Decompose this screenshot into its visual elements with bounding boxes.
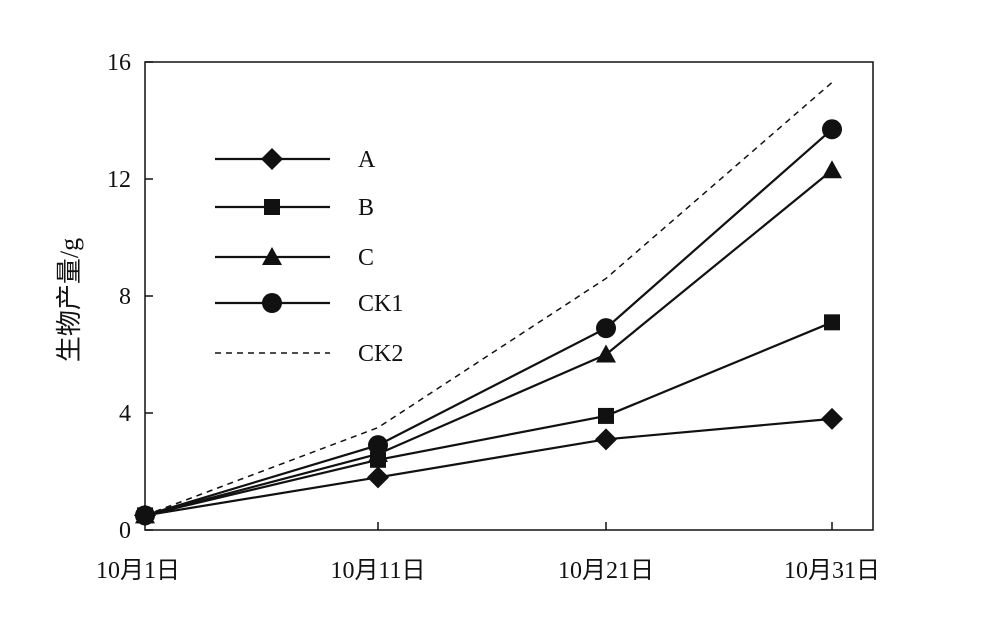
point-a-2 bbox=[595, 428, 617, 451]
legend-marker-c bbox=[262, 247, 282, 265]
legend-marker-a bbox=[261, 148, 283, 170]
series-ck2 bbox=[144, 81, 833, 517]
point-ck1-3 bbox=[822, 119, 842, 140]
point-a-1 bbox=[367, 466, 389, 489]
y-tick-label-12: 12 bbox=[107, 167, 131, 193]
legend-item-b: B bbox=[215, 195, 374, 221]
legend-label-c: C bbox=[358, 245, 374, 271]
point-c-2 bbox=[596, 344, 616, 363]
legend-label-ck1: CK1 bbox=[358, 291, 403, 317]
series-layer bbox=[134, 81, 843, 527]
y-tick-label-16: 16 bbox=[107, 50, 131, 76]
legend-label-ck2: CK2 bbox=[358, 341, 403, 367]
series-line-c bbox=[144, 169, 833, 517]
y-tick-label-0: 0 bbox=[119, 518, 131, 544]
x-tick-label-1: 10月11日 bbox=[330, 558, 425, 584]
legend-label-a: A bbox=[358, 147, 376, 173]
series-line-ck1 bbox=[144, 128, 833, 517]
point-b-2 bbox=[598, 407, 614, 424]
point-ck1-2 bbox=[596, 318, 616, 339]
axes: 0 4 8 12 16 10月1日 10月11日 10月21日 10月31日 bbox=[96, 50, 880, 584]
series-a bbox=[134, 407, 843, 527]
legend-item-ck1: CK1 bbox=[215, 291, 403, 317]
point-b-3 bbox=[824, 314, 840, 331]
legend-item-ck2: CK2 bbox=[215, 341, 403, 367]
point-ck1-1 bbox=[368, 435, 388, 456]
legend-marker-ck1 bbox=[262, 293, 282, 313]
x-tick-label-0: 10月1日 bbox=[96, 558, 180, 584]
legend-label-b: B bbox=[358, 195, 374, 221]
legend-marker-b bbox=[264, 199, 280, 215]
point-c-3 bbox=[822, 160, 842, 179]
legend-item-a: A bbox=[215, 147, 376, 173]
series-b bbox=[137, 314, 840, 524]
plot-frame bbox=[144, 61, 874, 531]
y-tick-label-4: 4 bbox=[119, 401, 131, 427]
series-line-ck2 bbox=[144, 81, 833, 517]
series-ck1 bbox=[135, 119, 842, 526]
series-line-a bbox=[144, 417, 833, 517]
x-tick-label-2: 10月21日 bbox=[558, 558, 654, 584]
x-tick-label-3: 10月31日 bbox=[784, 558, 880, 584]
y-axis-title: 生物产量/g bbox=[55, 238, 84, 362]
series-line-b bbox=[144, 321, 833, 517]
legend: ABC CK1 CK2 bbox=[215, 147, 403, 367]
y-tick-label-8: 8 bbox=[119, 284, 131, 310]
point-a-3 bbox=[821, 407, 843, 430]
legend-item-c: C bbox=[215, 245, 374, 271]
